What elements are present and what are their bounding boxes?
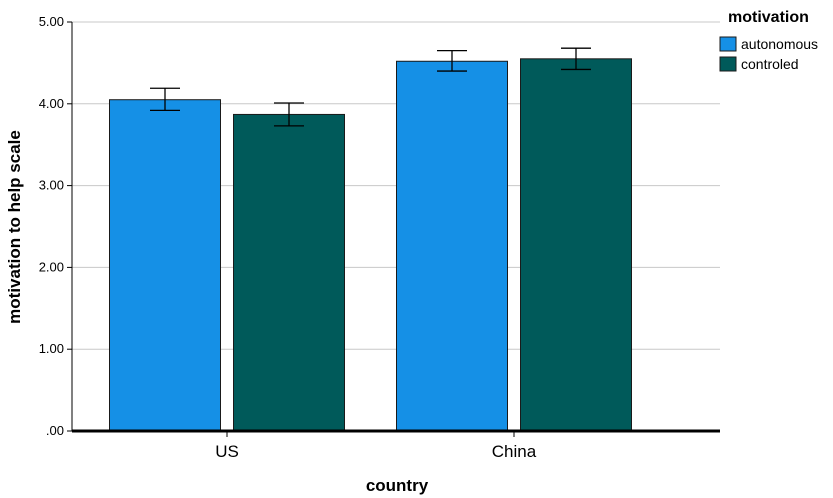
y-tick-label: 2.00: [39, 259, 64, 274]
y-tick-label: 5.00: [39, 14, 64, 29]
bar-autonomous-China: [396, 60, 508, 432]
y-tick-label: 1.00: [39, 341, 64, 356]
legend-title: motivation: [728, 9, 809, 26]
x-category-label: China: [492, 442, 537, 461]
x-category-label: US: [215, 442, 239, 461]
y-tick-label: 4.00: [39, 96, 64, 111]
error-bars: [150, 47, 591, 127]
legend-items: autonomous controled: [719, 36, 818, 72]
x-axis-categories: US China: [215, 431, 537, 461]
y-axis-title: motivation to help scale: [5, 130, 24, 324]
y-axis-ticks: .00 1.00 2.00 3.00 4.00 5.00: [39, 14, 72, 438]
bars: [109, 58, 632, 432]
legend-swatch-autonomous: [719, 36, 737, 52]
legend-swatch-controled: [719, 56, 737, 72]
bar-controled-US: [233, 113, 345, 432]
legend-label-autonomous: autonomous: [741, 36, 818, 52]
y-tick-label: 3.00: [39, 178, 64, 193]
bar-controled-China: [520, 58, 632, 432]
legend-label-controled: controled: [741, 56, 799, 72]
y-tick-label: .00: [46, 423, 64, 438]
legend: motivation autonomous controled: [719, 9, 818, 72]
bar-autonomous-US: [109, 99, 221, 432]
x-axis-title: country: [366, 476, 429, 495]
